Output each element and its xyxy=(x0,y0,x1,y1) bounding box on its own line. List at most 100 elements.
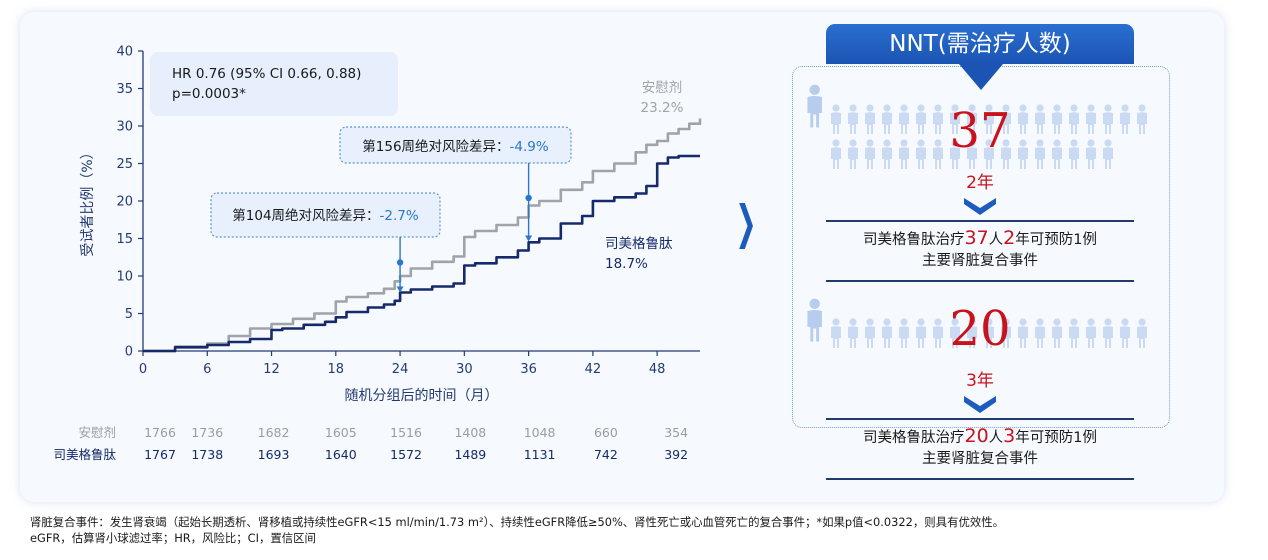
risk-table-cell: 1738 xyxy=(191,447,223,462)
y-tick-label: 35 xyxy=(116,82,133,97)
person-icon xyxy=(916,139,926,169)
risk-table-cell: 742 xyxy=(594,447,618,462)
risk-diff-arrowhead xyxy=(525,235,533,242)
person-icon xyxy=(1001,139,1011,169)
person-icon xyxy=(1137,318,1147,348)
person-icon xyxy=(967,318,977,348)
series-line-semaglutide xyxy=(143,154,700,353)
risk-table-cell: 1516 xyxy=(390,425,422,440)
person-icon xyxy=(1001,104,1011,134)
x-tick-label: 24 xyxy=(392,362,409,377)
risk-diff-value: -2.7% xyxy=(380,208,419,224)
x-tick-label: 42 xyxy=(585,362,602,377)
person-icon xyxy=(950,104,960,134)
series-end-value-semaglutide: 18.7% xyxy=(605,256,648,272)
nnt-period-2y: 2年 xyxy=(966,173,994,193)
person-icon xyxy=(807,84,822,128)
person-icon xyxy=(1103,104,1113,134)
risk-diff-point-placebo xyxy=(396,259,404,266)
nnt-text-mid: 人 xyxy=(988,232,1004,248)
person-icon xyxy=(882,318,892,348)
y-tick-label: 20 xyxy=(116,195,133,210)
person-icon xyxy=(1069,318,1079,348)
x-tick-label: 48 xyxy=(649,362,666,377)
nnt-number-3y: 20 xyxy=(949,301,1011,357)
person-icon xyxy=(848,104,858,134)
nnt-divider-bottom-3y xyxy=(826,478,1134,480)
person-icon xyxy=(916,104,926,134)
person-icon xyxy=(899,104,909,134)
nnt-text-pre: 司美格鲁肽治疗 xyxy=(862,232,965,248)
hr-annotation-line-1: HR 0.76 (95% CI 0.66, 0.88) xyxy=(172,66,361,82)
y-axis-label: 受试者比例（%） xyxy=(80,145,96,256)
nnt-text-years: 2 xyxy=(1003,227,1016,249)
x-tick-label: 6 xyxy=(203,362,211,377)
person-icon xyxy=(933,104,943,134)
y-tick-label: 25 xyxy=(116,157,133,172)
y-tick-label: 40 xyxy=(116,45,133,60)
hr-annotation-box xyxy=(150,52,398,116)
person-icon xyxy=(831,104,841,134)
footnote-line-2: eGFR，估算肾小球滤过率；HR，风险比；CI，置信区间 xyxy=(30,531,316,545)
risk-table-row-label: 司美格鲁肽 xyxy=(53,447,116,462)
series-line-placebo xyxy=(143,118,702,353)
risk-diff-label-104w: 第104周绝对风险差异：-2.7% xyxy=(232,207,419,224)
nnt-title: NNT(需治疗人数) xyxy=(826,24,1134,64)
person-icon xyxy=(1052,318,1062,348)
risk-table-cell: 354 xyxy=(664,425,688,440)
person-icon xyxy=(950,139,960,169)
person-icon xyxy=(984,318,994,348)
person-icon xyxy=(1069,104,1079,134)
risk-table-cell: 1131 xyxy=(524,447,556,462)
risk-diff-box-156w xyxy=(339,126,572,164)
person-icon xyxy=(1018,139,1028,169)
person-icon xyxy=(1018,104,1028,134)
y-tick-label: 30 xyxy=(116,120,133,135)
down-arrow-icon xyxy=(964,198,996,215)
person-icon xyxy=(899,139,909,169)
series-label-placebo: 安慰剂 xyxy=(642,79,683,96)
x-tick-label: 18 xyxy=(328,362,345,377)
person-icon xyxy=(1086,318,1096,348)
risk-table-cell: 1572 xyxy=(390,447,422,462)
person-icon xyxy=(1035,104,1045,134)
person-icon xyxy=(882,139,892,169)
person-icon xyxy=(831,139,841,169)
person-icon xyxy=(1052,104,1062,134)
risk-table-cell: 1766 xyxy=(144,425,176,440)
nnt-period-3y: 3年 xyxy=(966,371,994,391)
nnt-text-line2: 主要肾脏复合事件 xyxy=(922,253,1038,269)
person-icon xyxy=(933,318,943,348)
chevron-right-icon: ❯ xyxy=(735,195,757,249)
risk-table-cell: 1048 xyxy=(524,425,556,440)
person-icon xyxy=(984,104,994,134)
person-icon xyxy=(950,318,960,348)
nnt-text-pre: 司美格鲁肽治疗 xyxy=(862,430,965,446)
risk-table-cell: 1605 xyxy=(325,425,357,440)
person-icon xyxy=(882,104,892,134)
nnt-title-pointer xyxy=(959,64,1003,90)
person-icon xyxy=(967,139,977,169)
nnt-text-num: 20 xyxy=(964,425,989,447)
person-icon xyxy=(1120,318,1130,348)
person-icon xyxy=(1001,318,1011,348)
nnt-divider-bottom-2y xyxy=(826,280,1134,282)
person-icon xyxy=(865,139,875,169)
person-icon xyxy=(848,318,858,348)
risk-diff-prefix: 第104周绝对风险差异： xyxy=(232,207,379,224)
person-icon xyxy=(807,298,822,342)
nnt-text-post: 年可预防1例 xyxy=(1015,430,1097,446)
risk-table-cell: 1682 xyxy=(258,425,290,440)
y-tick-label: 5 xyxy=(125,307,133,322)
person-icon xyxy=(1035,318,1045,348)
risk-table-cell: 660 xyxy=(594,425,618,440)
risk-diff-value: -4.9% xyxy=(510,139,549,155)
nnt-text-mid: 人 xyxy=(988,430,1004,446)
risk-diff-box-104w xyxy=(210,192,441,238)
risk-table-cell: 1408 xyxy=(454,425,486,440)
person-icon xyxy=(865,104,875,134)
footnote-line-1: 肾脏复合事件：发生肾衰竭（起始长期透析、肾移植或持续性eGFR<15 ml/mi… xyxy=(30,515,1005,529)
nnt-text-years: 3 xyxy=(1003,425,1016,447)
nnt-divider-top-3y xyxy=(826,418,1134,420)
